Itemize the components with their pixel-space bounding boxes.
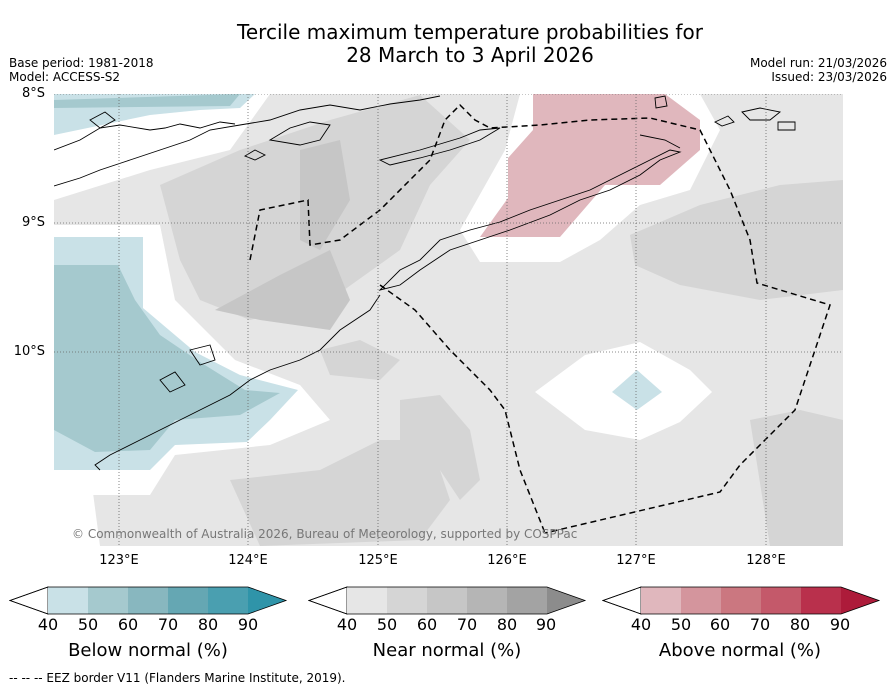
- lat-label-8s: 8°S: [21, 86, 45, 101]
- colorbar-above-normal: [601, 586, 881, 615]
- near-normal-50-region: [230, 440, 450, 546]
- colorbar-segment: [467, 587, 507, 614]
- title-line-2: 28 March to 3 April 2026: [346, 43, 594, 67]
- base-period: Base period: 1981-2018: [9, 56, 154, 70]
- lon-label-128e: 128°E: [746, 553, 786, 568]
- below-normal-40-region: [612, 370, 662, 410]
- colorbar-segment: [761, 587, 801, 614]
- below-normal-50-region: [54, 94, 240, 108]
- eez-footnote: -- -- -- EEZ border V11 (Flanders Marine…: [9, 671, 346, 685]
- coastline: [54, 95, 796, 471]
- lon-label-127e: 127°E: [616, 553, 656, 568]
- colorbar-segment: [128, 587, 168, 614]
- near-normal-60-region: [215, 250, 350, 330]
- below-tick: 60: [117, 615, 139, 634]
- below-tick: 40: [37, 615, 59, 634]
- colorbar-segment: [641, 587, 681, 614]
- near-tick: 90: [535, 615, 557, 634]
- colorbar-segment: [48, 587, 88, 614]
- colorbar-below-normal: [8, 586, 288, 615]
- issued-date: Issued: 23/03/2026: [771, 70, 887, 84]
- colorbar-segment: [427, 587, 467, 614]
- meta-right: Model run: 21/03/2026 Issued: 23/03/2026: [750, 56, 887, 84]
- gridlines: [54, 94, 843, 546]
- above-normal-title: Above normal (%): [658, 640, 822, 661]
- below-normal-50-region: [54, 265, 280, 452]
- near-normal-title: Near normal (%): [372, 640, 522, 661]
- lon-label-125e: 125°E: [358, 553, 398, 568]
- near-normal-50-region: [750, 410, 843, 546]
- above-tick: 80: [789, 615, 811, 634]
- eez-border: [249, 103, 831, 534]
- near-tick: 50: [376, 615, 398, 634]
- colorbar-outline: [307, 586, 587, 615]
- map-area: [54, 94, 843, 546]
- title-line-1: Tercile maximum temperature probabilitie…: [237, 20, 703, 44]
- chart-title: Tercile maximum temperature probabilitie…: [170, 21, 770, 67]
- below-tick: 80: [197, 615, 219, 634]
- lon-label-126e: 126°E: [487, 553, 527, 568]
- colorbar-outline: [601, 586, 881, 615]
- colorbar-near-normal: [307, 586, 587, 615]
- above-tick: 50: [670, 615, 692, 634]
- colorbar-segment: [507, 587, 547, 614]
- colorbar-max-arrow: [547, 587, 585, 614]
- near-tick: 60: [416, 615, 438, 634]
- below-tick: 70: [157, 615, 179, 634]
- lon-label-124e: 124°E: [228, 553, 268, 568]
- above-normal-40-region: [480, 94, 700, 237]
- colorbar-min-arrow: [307, 586, 348, 615]
- colorbar-max-arrow: [248, 587, 286, 614]
- above-tick: 40: [630, 615, 652, 634]
- lon-label-123e: 123°E: [99, 553, 139, 568]
- below-tick: 90: [237, 615, 259, 634]
- colorbar-segment: [347, 587, 387, 614]
- above-tick: 60: [709, 615, 731, 634]
- above-tick: 90: [829, 615, 851, 634]
- no-signal-region: [54, 460, 100, 546]
- lat-label-10s: 10°S: [13, 344, 45, 359]
- colorbar-segment: [88, 587, 128, 614]
- colorbar-segment: [721, 587, 761, 614]
- near-tick: 40: [336, 615, 358, 634]
- below-tick: 50: [77, 615, 99, 634]
- lat-label-9s: 9°S: [21, 215, 45, 230]
- colorbar-segment: [681, 587, 721, 614]
- colorbar-min-arrow: [8, 586, 49, 615]
- colorbar-min-arrow: [601, 586, 642, 615]
- model-name: Model: ACCESS-S2: [9, 70, 121, 84]
- colorbar-segment: [168, 587, 208, 614]
- colorbar-max-arrow: [841, 587, 879, 614]
- colorbar-segment: [208, 587, 248, 614]
- meta-left: Base period: 1981-2018 Model: ACCESS-S2: [9, 56, 154, 84]
- below-normal-title: Below normal (%): [68, 640, 228, 661]
- colorbar-outline: [8, 586, 288, 615]
- near-normal-60-region: [300, 140, 350, 250]
- near-normal-50-region: [320, 340, 400, 380]
- near-normal-50-region: [630, 180, 843, 300]
- above-tick: 70: [749, 615, 771, 634]
- near-tick: 80: [496, 615, 518, 634]
- colorbar-segment: [801, 587, 841, 614]
- model-run: Model run: 21/03/2026: [749, 56, 887, 70]
- copyright-notice: © Commonwealth of Australia 2026, Bureau…: [72, 527, 578, 541]
- near-tick: 70: [456, 615, 478, 634]
- colorbar-segment: [387, 587, 427, 614]
- near-normal-50-region: [400, 395, 480, 500]
